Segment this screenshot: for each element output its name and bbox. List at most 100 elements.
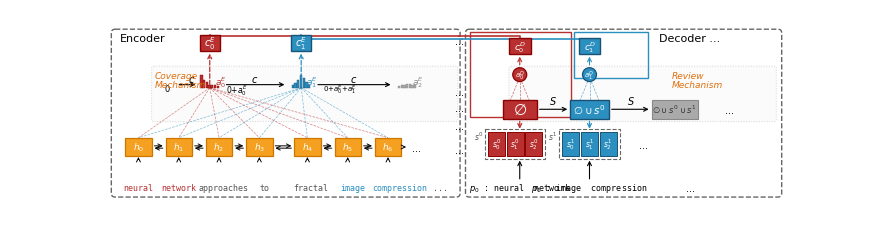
Text: $\varnothing$: $\varnothing$	[513, 102, 527, 117]
FancyBboxPatch shape	[414, 86, 417, 88]
FancyBboxPatch shape	[246, 138, 273, 157]
Text: $c_0^D$: $c_0^D$	[514, 40, 526, 54]
FancyBboxPatch shape	[562, 132, 579, 157]
Text: $p_0$ : neural  network: $p_0$ : neural network	[469, 182, 571, 194]
Text: $a_0^E$: $a_0^E$	[215, 75, 227, 90]
Text: $a_1^E$: $a_1^E$	[306, 75, 318, 90]
Text: S: S	[550, 97, 556, 106]
Text: ...: ...	[455, 122, 464, 132]
FancyBboxPatch shape	[398, 87, 400, 88]
Text: ...: ...	[455, 37, 464, 47]
Text: $s^0$: $s^0$	[473, 130, 483, 142]
FancyBboxPatch shape	[305, 83, 308, 88]
Text: $s_2^1$: $s_2^1$	[603, 137, 613, 152]
Text: $c$: $c$	[251, 75, 258, 85]
FancyBboxPatch shape	[294, 138, 321, 157]
Text: neural: neural	[124, 184, 153, 192]
Text: $h_1$: $h_1$	[174, 141, 184, 154]
FancyBboxPatch shape	[291, 36, 311, 52]
FancyBboxPatch shape	[525, 132, 542, 157]
Text: compression: compression	[372, 184, 427, 192]
FancyBboxPatch shape	[502, 101, 537, 119]
FancyBboxPatch shape	[400, 86, 403, 88]
FancyBboxPatch shape	[292, 86, 294, 88]
FancyBboxPatch shape	[488, 132, 505, 157]
Text: $p_1$ : image  compression: $p_1$ : image compression	[531, 182, 648, 194]
Text: Mechanism: Mechanism	[671, 81, 723, 90]
Text: image: image	[341, 184, 365, 192]
Text: ...: ...	[455, 145, 464, 155]
Text: $s^1$: $s^1$	[548, 130, 558, 142]
FancyBboxPatch shape	[507, 132, 523, 157]
FancyBboxPatch shape	[152, 67, 458, 122]
FancyBboxPatch shape	[412, 85, 414, 88]
Circle shape	[513, 68, 527, 82]
FancyBboxPatch shape	[166, 138, 192, 157]
FancyBboxPatch shape	[300, 76, 303, 88]
FancyBboxPatch shape	[509, 39, 530, 55]
FancyBboxPatch shape	[206, 138, 232, 157]
FancyBboxPatch shape	[206, 83, 208, 88]
Text: $h_5$: $h_5$	[342, 141, 353, 154]
Text: ...: ...	[639, 140, 648, 150]
FancyBboxPatch shape	[201, 76, 202, 88]
FancyBboxPatch shape	[295, 84, 296, 88]
Text: ...: ...	[455, 87, 464, 97]
Text: $s_1^1$: $s_1^1$	[585, 137, 594, 152]
FancyBboxPatch shape	[297, 81, 299, 88]
Text: $s_2^0$: $s_2^0$	[529, 137, 538, 152]
Text: ...: ...	[433, 184, 448, 192]
FancyBboxPatch shape	[303, 79, 305, 88]
FancyBboxPatch shape	[509, 67, 776, 122]
FancyBboxPatch shape	[216, 87, 219, 88]
Text: $s_0^0$: $s_0^0$	[492, 137, 501, 152]
Text: approaches: approaches	[199, 184, 249, 192]
Text: ...: ...	[412, 143, 421, 153]
Text: Decoder ...: Decoder ...	[659, 34, 720, 44]
Text: $c_1^D$: $c_1^D$	[583, 40, 596, 54]
Text: Coverage: Coverage	[154, 72, 198, 81]
Text: ...: ...	[725, 106, 733, 115]
FancyBboxPatch shape	[409, 85, 411, 88]
Text: fractal: fractal	[293, 184, 328, 192]
FancyBboxPatch shape	[579, 39, 600, 55]
Text: Mechanism: Mechanism	[154, 81, 206, 90]
FancyBboxPatch shape	[581, 132, 598, 157]
Circle shape	[582, 68, 596, 82]
FancyBboxPatch shape	[404, 85, 405, 88]
Text: $c$: $c$	[350, 75, 357, 85]
Text: S: S	[628, 97, 634, 106]
FancyBboxPatch shape	[200, 36, 220, 52]
FancyBboxPatch shape	[214, 86, 216, 88]
Text: Encoder: Encoder	[119, 34, 166, 44]
FancyBboxPatch shape	[375, 138, 401, 157]
Text: $\varnothing\cup s^0\cup s^1$: $\varnothing\cup s^0\cup s^1$	[652, 104, 697, 116]
FancyBboxPatch shape	[126, 138, 152, 157]
Text: $h_4$: $h_4$	[302, 141, 313, 154]
Text: Review: Review	[671, 72, 705, 81]
Text: $s_0^1$: $s_0^1$	[566, 137, 576, 152]
FancyBboxPatch shape	[203, 81, 205, 88]
Text: to: to	[259, 184, 269, 192]
Text: $h_0$: $h_0$	[133, 141, 144, 154]
Text: ...: ...	[455, 103, 464, 113]
Text: $0{+}a_0^E$: $0{+}a_0^E$	[226, 82, 248, 97]
Text: $a_2^E$: $a_2^E$	[412, 75, 424, 90]
Text: ...: ...	[685, 183, 695, 193]
FancyBboxPatch shape	[335, 138, 361, 157]
FancyBboxPatch shape	[406, 85, 408, 88]
Text: $a_0^D$: $a_0^D$	[514, 69, 525, 82]
Text: $c_1^E$: $c_1^E$	[295, 36, 307, 52]
Text: 0: 0	[165, 85, 170, 94]
Text: $a_1^D$: $a_1^D$	[584, 69, 595, 82]
Text: $c_0^E$: $c_0^E$	[204, 36, 215, 52]
Text: $h_2$: $h_2$	[214, 141, 225, 154]
Text: $h_6$: $h_6$	[382, 141, 394, 154]
FancyBboxPatch shape	[308, 86, 310, 88]
FancyBboxPatch shape	[600, 132, 617, 157]
Text: $c$: $c$	[188, 75, 195, 85]
FancyBboxPatch shape	[570, 101, 609, 119]
Text: $0{+}a_0^E{+}a_1^E$: $0{+}a_0^E{+}a_1^E$	[323, 83, 357, 97]
FancyBboxPatch shape	[208, 85, 211, 88]
FancyBboxPatch shape	[211, 86, 214, 88]
